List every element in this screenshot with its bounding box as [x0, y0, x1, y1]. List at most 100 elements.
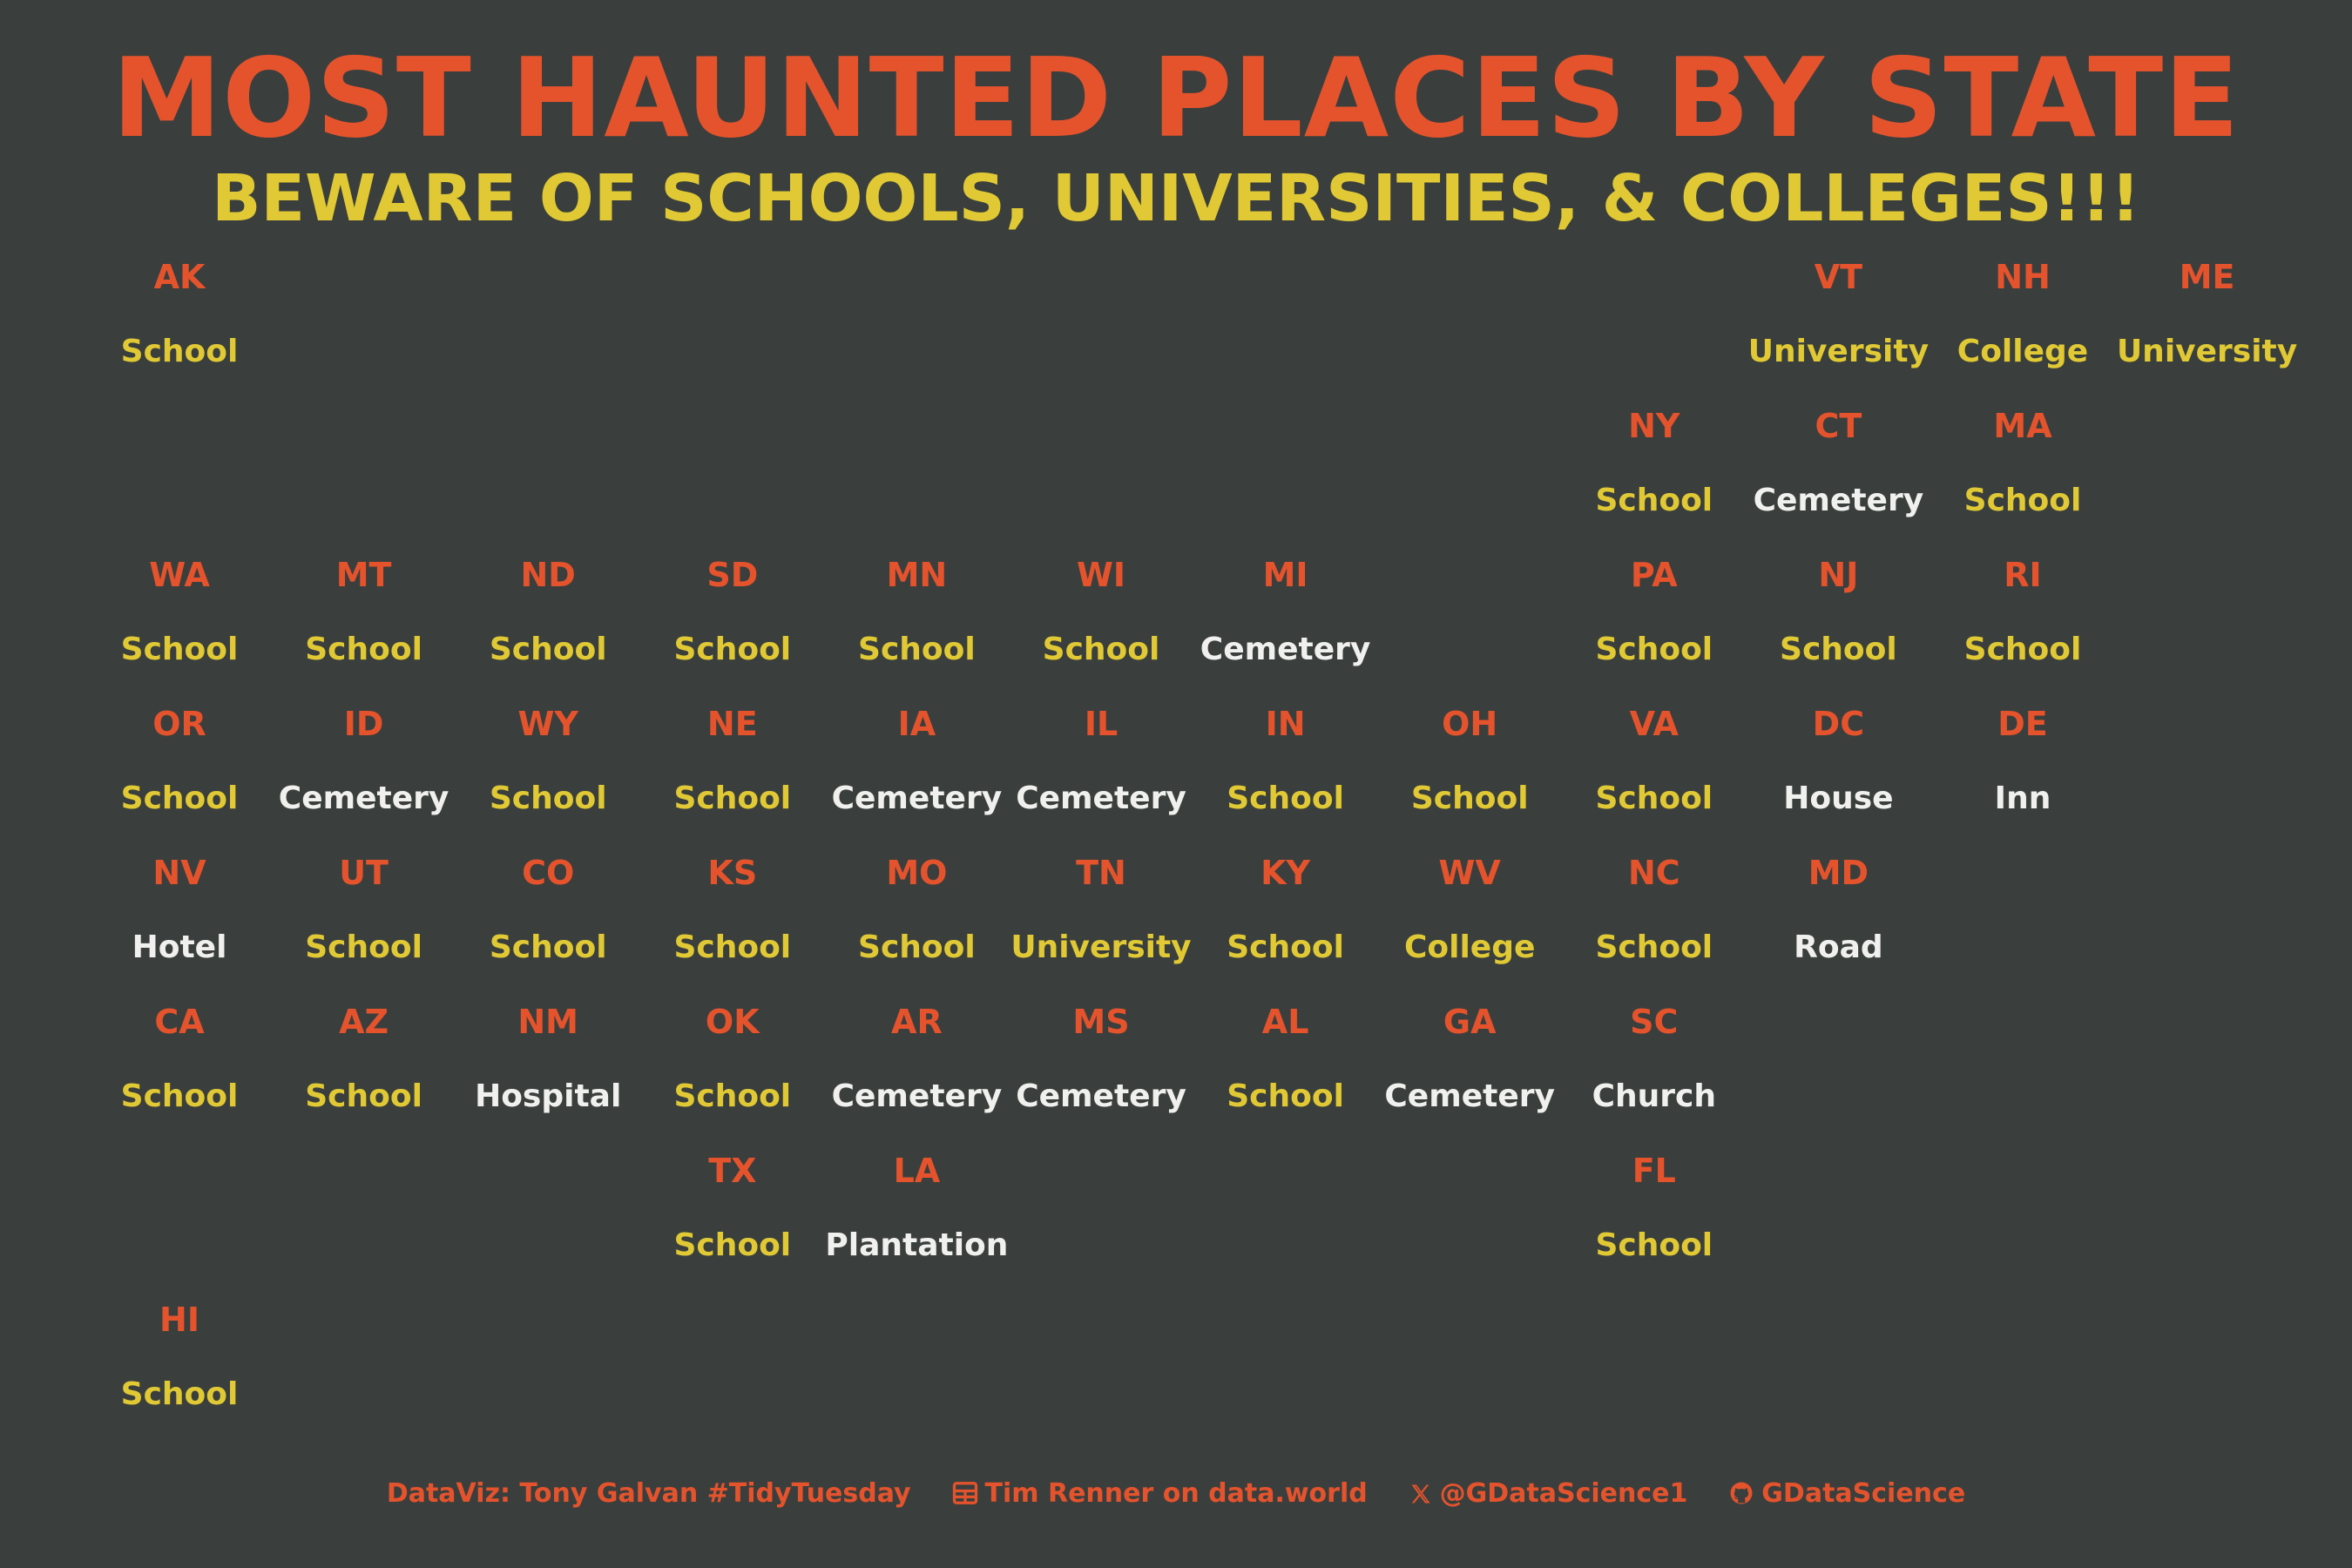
table-icon — [952, 1482, 977, 1504]
state-abbr: ME — [2179, 258, 2235, 296]
state-abbr: CT — [1815, 407, 1862, 445]
state-abbr: WI — [1076, 556, 1126, 594]
state-abbr: SD — [706, 556, 759, 594]
state-abbr: DC — [1812, 705, 1865, 743]
haunted-place-type: School — [858, 632, 976, 667]
haunted-place-type: School — [1227, 1078, 1344, 1114]
state-abbr: WV — [1438, 854, 1501, 892]
state-tile-al: AL School — [1193, 1003, 1378, 1152]
state-abbr: FL — [1632, 1152, 1676, 1190]
haunted-place-type: School — [1963, 483, 2082, 518]
state-tile-oh: OH School — [1377, 705, 1562, 854]
haunted-place-type: University — [1010, 929, 1192, 965]
state-abbr: IA — [897, 705, 936, 743]
haunted-place-type: Hotel — [132, 929, 227, 965]
haunted-place-type: School — [1410, 781, 1529, 816]
state-tile-wy: WY School — [456, 705, 640, 854]
haunted-place-type: School — [1227, 929, 1344, 965]
haunted-place-type: School — [1227, 781, 1344, 816]
state-abbr: TX — [708, 1152, 757, 1190]
state-tile-ma: MA School — [1930, 407, 2115, 556]
state-tile-or: OR School — [87, 705, 272, 854]
state-tile-wi: WI School — [1009, 556, 1193, 705]
state-abbr: LA — [893, 1152, 941, 1190]
state-abbr: AR — [891, 1003, 943, 1041]
state-abbr: NC — [1627, 854, 1680, 892]
state-abbr: NH — [1995, 258, 2051, 296]
haunted-place-type: Road — [1794, 929, 1883, 965]
state-abbr: DE — [1997, 705, 2048, 743]
state-tile-il: IL Cemetery — [1009, 705, 1193, 854]
state-tile-nm: NM Hospital — [456, 1003, 640, 1152]
haunted-place-type: School — [120, 334, 239, 369]
haunted-place-type: Cemetery — [1016, 781, 1186, 816]
github-icon — [1730, 1482, 1753, 1504]
haunted-place-type: School — [305, 929, 422, 965]
state-tile-ga: GA Cemetery — [1377, 1003, 1562, 1152]
state-abbr: AL — [1261, 1003, 1309, 1041]
haunted-place-type: School — [673, 632, 792, 667]
credit-github[interactable]: GDataScience — [1761, 1478, 1966, 1509]
haunted-place-type: Cemetery — [1753, 483, 1924, 518]
state-tile-fl: FL School — [1562, 1152, 1747, 1301]
state-tile-ky: KY School — [1193, 854, 1378, 1003]
state-tile-ks: KS School — [640, 854, 825, 1003]
haunted-place-type: School — [1595, 929, 1713, 965]
haunted-place-type: Cemetery — [1016, 1078, 1186, 1114]
state-abbr: AK — [153, 258, 206, 296]
haunted-place-type: School — [673, 1078, 792, 1114]
state-tile-mo: MO School — [824, 854, 1009, 1003]
state-abbr: ND — [520, 556, 576, 594]
state-tile-id: ID Cemetery — [272, 705, 456, 854]
haunted-place-type: School — [673, 781, 792, 816]
haunted-place-type: Hospital — [475, 1078, 622, 1114]
state-abbr: NE — [706, 705, 758, 743]
state-tile-hi: HI School — [87, 1301, 272, 1450]
state-abbr: NM — [517, 1003, 578, 1041]
state-tile-me: ME University — [2115, 258, 2300, 407]
haunted-place-type: School — [120, 781, 239, 816]
state-tile-az: AZ School — [272, 1003, 456, 1152]
haunted-place-type: School — [858, 929, 976, 965]
state-tile-nj: NJ School — [1746, 556, 1930, 705]
state-abbr: KS — [707, 854, 758, 892]
state-abbr: MD — [1808, 854, 1869, 892]
state-tile-la: LA Plantation — [824, 1152, 1009, 1301]
state-abbr: GA — [1443, 1003, 1497, 1041]
haunted-place-type: School — [120, 632, 239, 667]
state-abbr: RI — [2004, 556, 2042, 594]
credit-twitter[interactable]: @GDataScience1 — [1439, 1478, 1688, 1509]
state-tile-wa: WA School — [87, 556, 272, 705]
credits-bar: DataViz: Tony Galvan #TidyTuesday Tim Re… — [0, 1472, 2352, 1516]
state-tile-sd: SD School — [640, 556, 825, 705]
state-tile-wv: WV College — [1377, 854, 1562, 1003]
state-abbr: HI — [159, 1301, 199, 1339]
haunted-place-type: Church — [1592, 1078, 1716, 1114]
haunted-place-type: School — [305, 1078, 422, 1114]
state-tile-ct: CT Cemetery — [1746, 407, 1930, 556]
state-abbr: SC — [1630, 1003, 1679, 1041]
state-tile-mn: MN School — [824, 556, 1009, 705]
haunted-place-type: School — [120, 1078, 239, 1114]
state-tile-nd: ND School — [456, 556, 640, 705]
state-abbr: CA — [154, 1003, 205, 1041]
haunted-place-type: School — [1595, 632, 1713, 667]
haunted-place-type: School — [489, 929, 607, 965]
state-tile-mt: MT School — [272, 556, 456, 705]
state-tile-ok: OK School — [640, 1003, 825, 1152]
state-abbr: VA — [1629, 705, 1679, 743]
state-tile-va: VA School — [1562, 705, 1747, 854]
page-title: MOST HAUNTED PLACES BY STATE — [112, 34, 2240, 162]
haunted-place-type: House — [1783, 781, 1894, 816]
haunted-place-type: Plantation — [825, 1227, 1009, 1263]
haunted-place-type: University — [1747, 334, 1930, 369]
state-abbr: MA — [1993, 407, 2052, 445]
state-abbr: ID — [343, 705, 384, 743]
state-abbr: OR — [152, 705, 206, 743]
state-abbr: OK — [705, 1003, 760, 1041]
state-abbr: MT — [335, 556, 392, 594]
state-tile-pa: PA School — [1562, 556, 1747, 705]
haunted-place-type: Cemetery — [831, 781, 1003, 816]
credit-source: Tim Renner on data.world — [984, 1478, 1368, 1509]
